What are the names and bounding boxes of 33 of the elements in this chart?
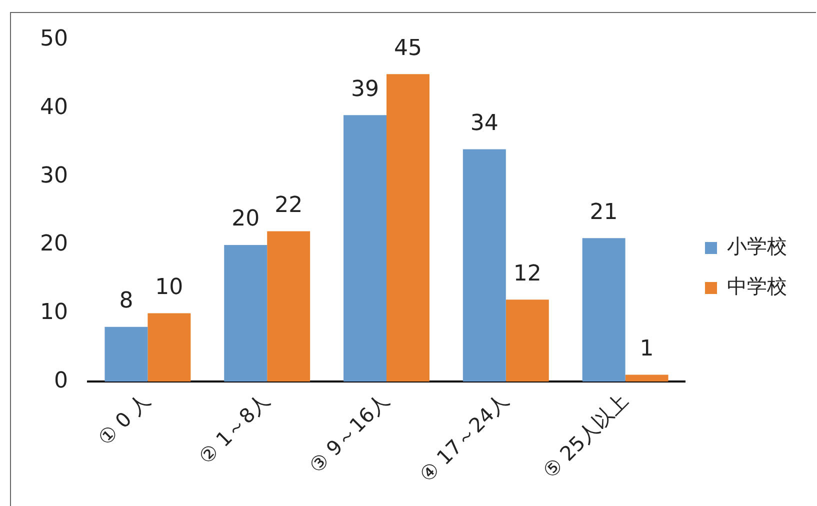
data-label: 20 (232, 206, 260, 232)
data-label: 22 (274, 193, 303, 218)
data-label: 45 (394, 36, 422, 61)
y-tick-label: 50 (40, 26, 68, 52)
y-tick-label: 0 (54, 368, 68, 394)
x-tick-label: ③ 9～16人 (304, 388, 394, 478)
x-tick-label: ⑤ 25人以上 (538, 388, 633, 483)
y-tick-label: 20 (40, 232, 68, 257)
y-tick-label: 40 (40, 95, 68, 120)
bar (386, 74, 430, 382)
y-tick-label: 30 (40, 163, 68, 188)
x-tick-label: ④ 17～24人 (414, 388, 514, 487)
data-label: 34 (470, 111, 498, 136)
legend-label: 中学校 (727, 274, 787, 298)
bar (582, 238, 626, 382)
data-label: 1 (640, 336, 654, 362)
bar (104, 326, 148, 382)
bar (267, 231, 310, 382)
x-tick-label: ① 0 人 (93, 388, 155, 450)
bar (148, 313, 191, 382)
data-label: 8 (119, 288, 134, 314)
bar (224, 244, 268, 382)
data-label: 21 (590, 200, 618, 225)
data-label: 12 (513, 261, 542, 286)
bar (344, 115, 386, 382)
legend-label: 小学校 (727, 234, 787, 258)
data-label: 39 (351, 76, 380, 102)
bar (506, 300, 549, 382)
bar (462, 149, 506, 382)
data-label: 10 (155, 274, 184, 300)
bar (625, 374, 668, 382)
y-tick-label: 10 (40, 300, 68, 325)
x-tick-label: ② 1～8人 (194, 388, 274, 469)
